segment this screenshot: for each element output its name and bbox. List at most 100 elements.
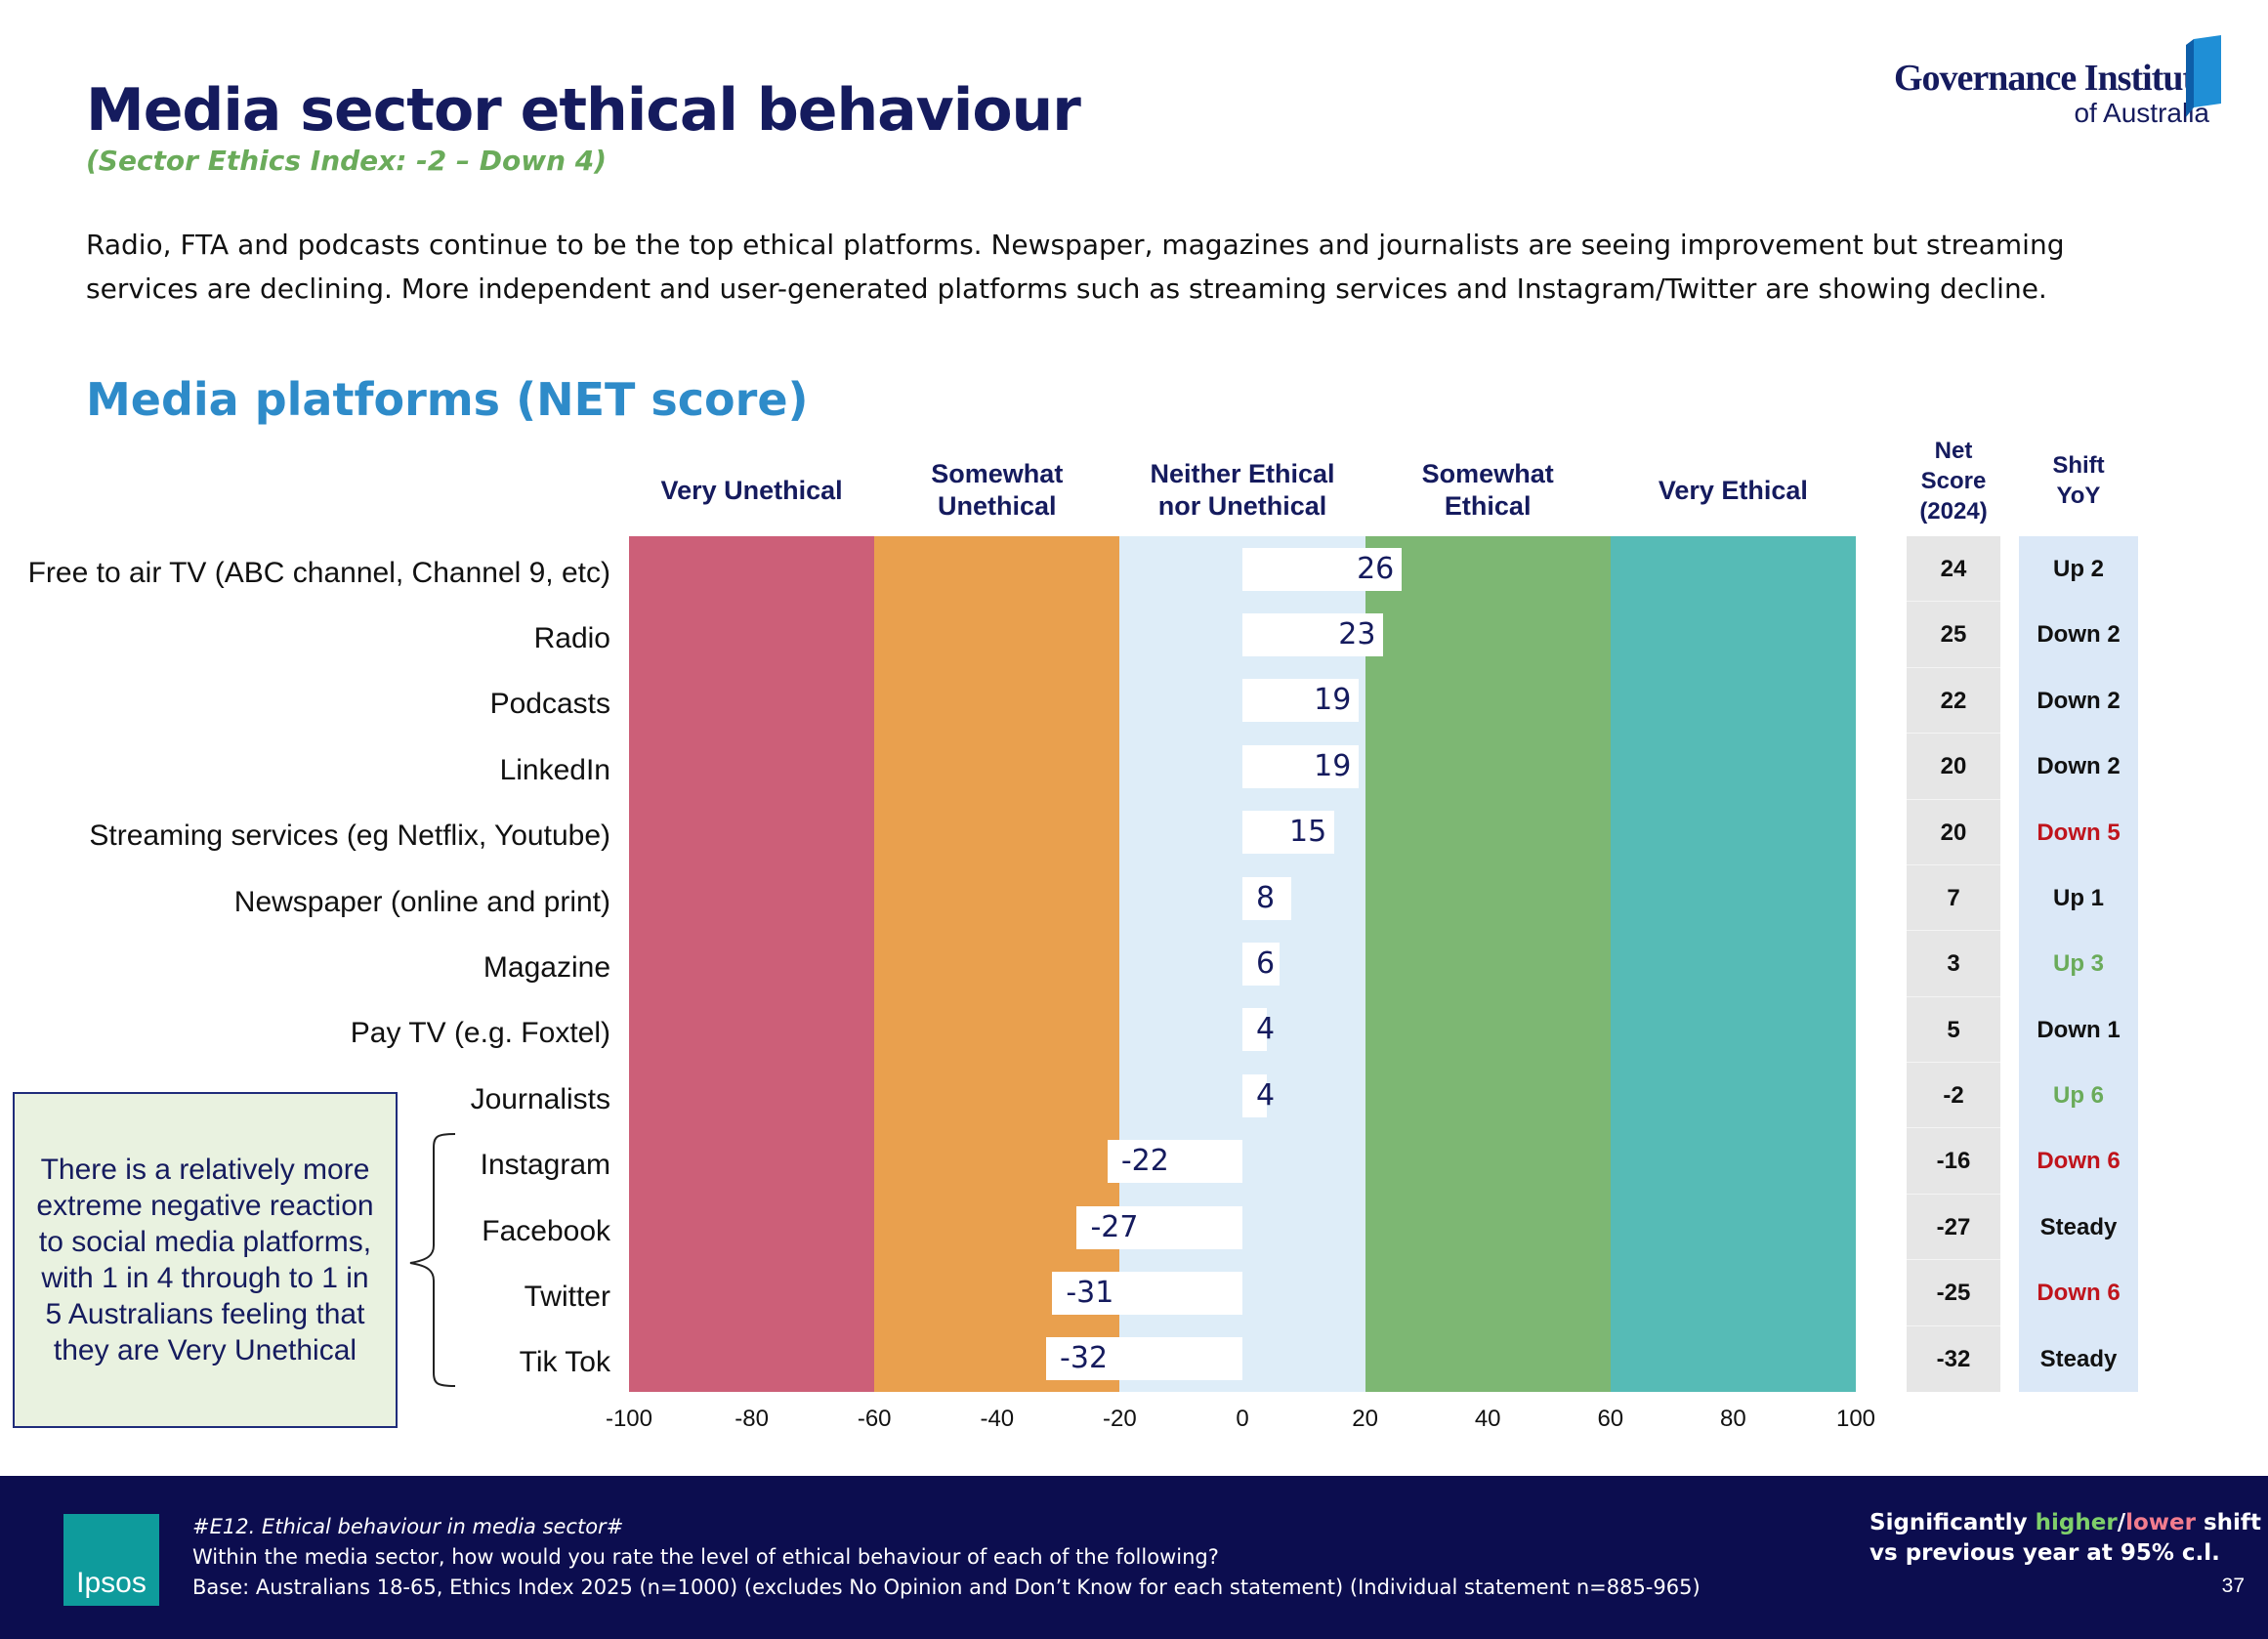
x-tick-label: -80 [735, 1406, 769, 1432]
net-score: 22 [1907, 668, 2000, 735]
band [1610, 536, 1856, 1392]
shift: Down 2 [2037, 687, 2121, 714]
bar [1242, 943, 1280, 986]
description: Radio, FTA and podcasts continue to be t… [86, 229, 2065, 305]
net-score: -25 [1907, 1260, 2000, 1326]
x-tick-label: -20 [1103, 1406, 1137, 1432]
legend-suffix: shift [2203, 1510, 2261, 1535]
legend-prefix: Significantly [1869, 1510, 2028, 1535]
band-label: Somewhat Unethical [931, 459, 1064, 521]
category-label: Tik Tok [519, 1346, 610, 1379]
x-tick-label: 40 [1474, 1406, 1501, 1432]
net-score-column [1907, 536, 2000, 1392]
subtitle: (Sector Ethics Index: -2 – Down 4) [86, 145, 608, 177]
bar [1076, 1205, 1242, 1249]
shift: Down 2 [2037, 621, 2121, 649]
logo-sub: of Australia [2074, 98, 2209, 128]
footer-base: Base: Australians 18-65, Ethics Index 20… [192, 1576, 1701, 1599]
shift: Steady [2039, 1345, 2118, 1372]
value-label: 6 [1256, 946, 1276, 981]
shift: Up 2 [2052, 556, 2104, 582]
bar [1242, 547, 1403, 591]
band [1119, 536, 1365, 1392]
bar [1242, 1008, 1268, 1052]
logo: Governance Institute of Australia [1893, 58, 2210, 129]
shift: Down 5 [2037, 819, 2121, 846]
shift: Up 6 [2052, 1082, 2104, 1110]
shift: Up 1 [2052, 884, 2104, 911]
footer-code: #E12. Ethical behaviour in media sector# [192, 1515, 624, 1538]
logo-name: Governance Institute [1893, 58, 2210, 99]
bar [1242, 744, 1360, 788]
category-label: Twitter [524, 1280, 610, 1313]
value-label: 4 [1256, 1012, 1276, 1047]
shift: Down 1 [2037, 1016, 2121, 1043]
bar [1242, 876, 1292, 920]
bar [1242, 613, 1384, 657]
net-score: -27 [1907, 1195, 2000, 1261]
shift-header: Shift YoY [2052, 452, 2105, 509]
x-tick-label: 80 [1720, 1406, 1746, 1432]
net-score: 20 [1907, 734, 2000, 800]
legend-line2: vs previous year at 95% c.l. [1869, 1540, 2220, 1566]
band-label: Neither Ethical nor Unethical [1150, 459, 1335, 521]
value-label: 19 [1314, 748, 1352, 783]
category-label: Pay TV (e.g. Foxtel) [350, 1017, 610, 1050]
x-tick-label: 0 [1236, 1406, 1249, 1432]
band-label: Very Ethical [1658, 475, 1808, 505]
value-label: 8 [1256, 880, 1276, 915]
callout: There is a relatively more extreme negat… [13, 1092, 398, 1428]
chart-title: Media platforms (NET score) [86, 373, 809, 426]
x-tick-label: 60 [1597, 1406, 1624, 1432]
net-score: -2 [1907, 1063, 2000, 1129]
category-label: Magazine [483, 950, 610, 984]
category-label: Journalists [470, 1082, 610, 1115]
value-label: 19 [1314, 683, 1352, 718]
value-label: 23 [1338, 617, 1376, 652]
band [874, 536, 1120, 1392]
ipsos-logo: Ipsos [63, 1514, 159, 1606]
x-tick-label: -100 [605, 1406, 653, 1432]
net-score: -16 [1907, 1128, 2000, 1195]
category-label: LinkedIn [499, 753, 610, 786]
bar [1046, 1337, 1242, 1381]
shift: Down 2 [2037, 753, 2121, 780]
x-tick-label: -40 [980, 1406, 1015, 1432]
category-label: Newspaper (online and print) [233, 885, 610, 918]
band-label: Very Unethical [660, 475, 843, 505]
band-label: Somewhat Ethical [1421, 459, 1554, 521]
band [1365, 536, 1611, 1392]
bar [1107, 1140, 1242, 1184]
footer-question: Within the media sector, how would you r… [192, 1545, 1219, 1569]
title: Media sector ethical behaviour [86, 76, 1081, 145]
band [629, 536, 875, 1392]
shift: Down 6 [2037, 1280, 2121, 1307]
value-label: -32 [1060, 1341, 1109, 1376]
net-score: 25 [1907, 602, 2000, 668]
shift: Steady [2039, 1213, 2118, 1240]
bar [1052, 1271, 1242, 1315]
net-score: 5 [1907, 997, 2000, 1064]
bar [1242, 679, 1360, 723]
category-label: Facebook [482, 1214, 610, 1247]
legend-lower: lower [2125, 1510, 2196, 1535]
net-score: 20 [1907, 800, 2000, 865]
net-score: 7 [1907, 865, 2000, 932]
category-label: Free to air TV (ABC channel, Channel 9, … [27, 556, 610, 589]
legend-sep: / [2117, 1510, 2126, 1535]
value-label: -27 [1090, 1209, 1139, 1244]
net-score-header: Net Score (2024) [1919, 437, 1988, 525]
category-label: Streaming services (eg Netflix, Youtube) [89, 820, 610, 853]
logo-icon [2186, 35, 2221, 117]
page-number: 37 [2221, 1575, 2245, 1597]
shift: Down 6 [2037, 1148, 2121, 1175]
sig-legend: Significantly higher/lower shift vs prev… [1869, 1508, 2261, 1569]
value-label: 15 [1289, 815, 1327, 850]
bracket [409, 1133, 456, 1387]
value-label: 4 [1256, 1077, 1276, 1113]
net-score: 3 [1907, 931, 2000, 997]
value-label: 26 [1357, 551, 1395, 586]
footer [0, 1476, 2268, 1639]
category-label: Podcasts [489, 688, 610, 721]
